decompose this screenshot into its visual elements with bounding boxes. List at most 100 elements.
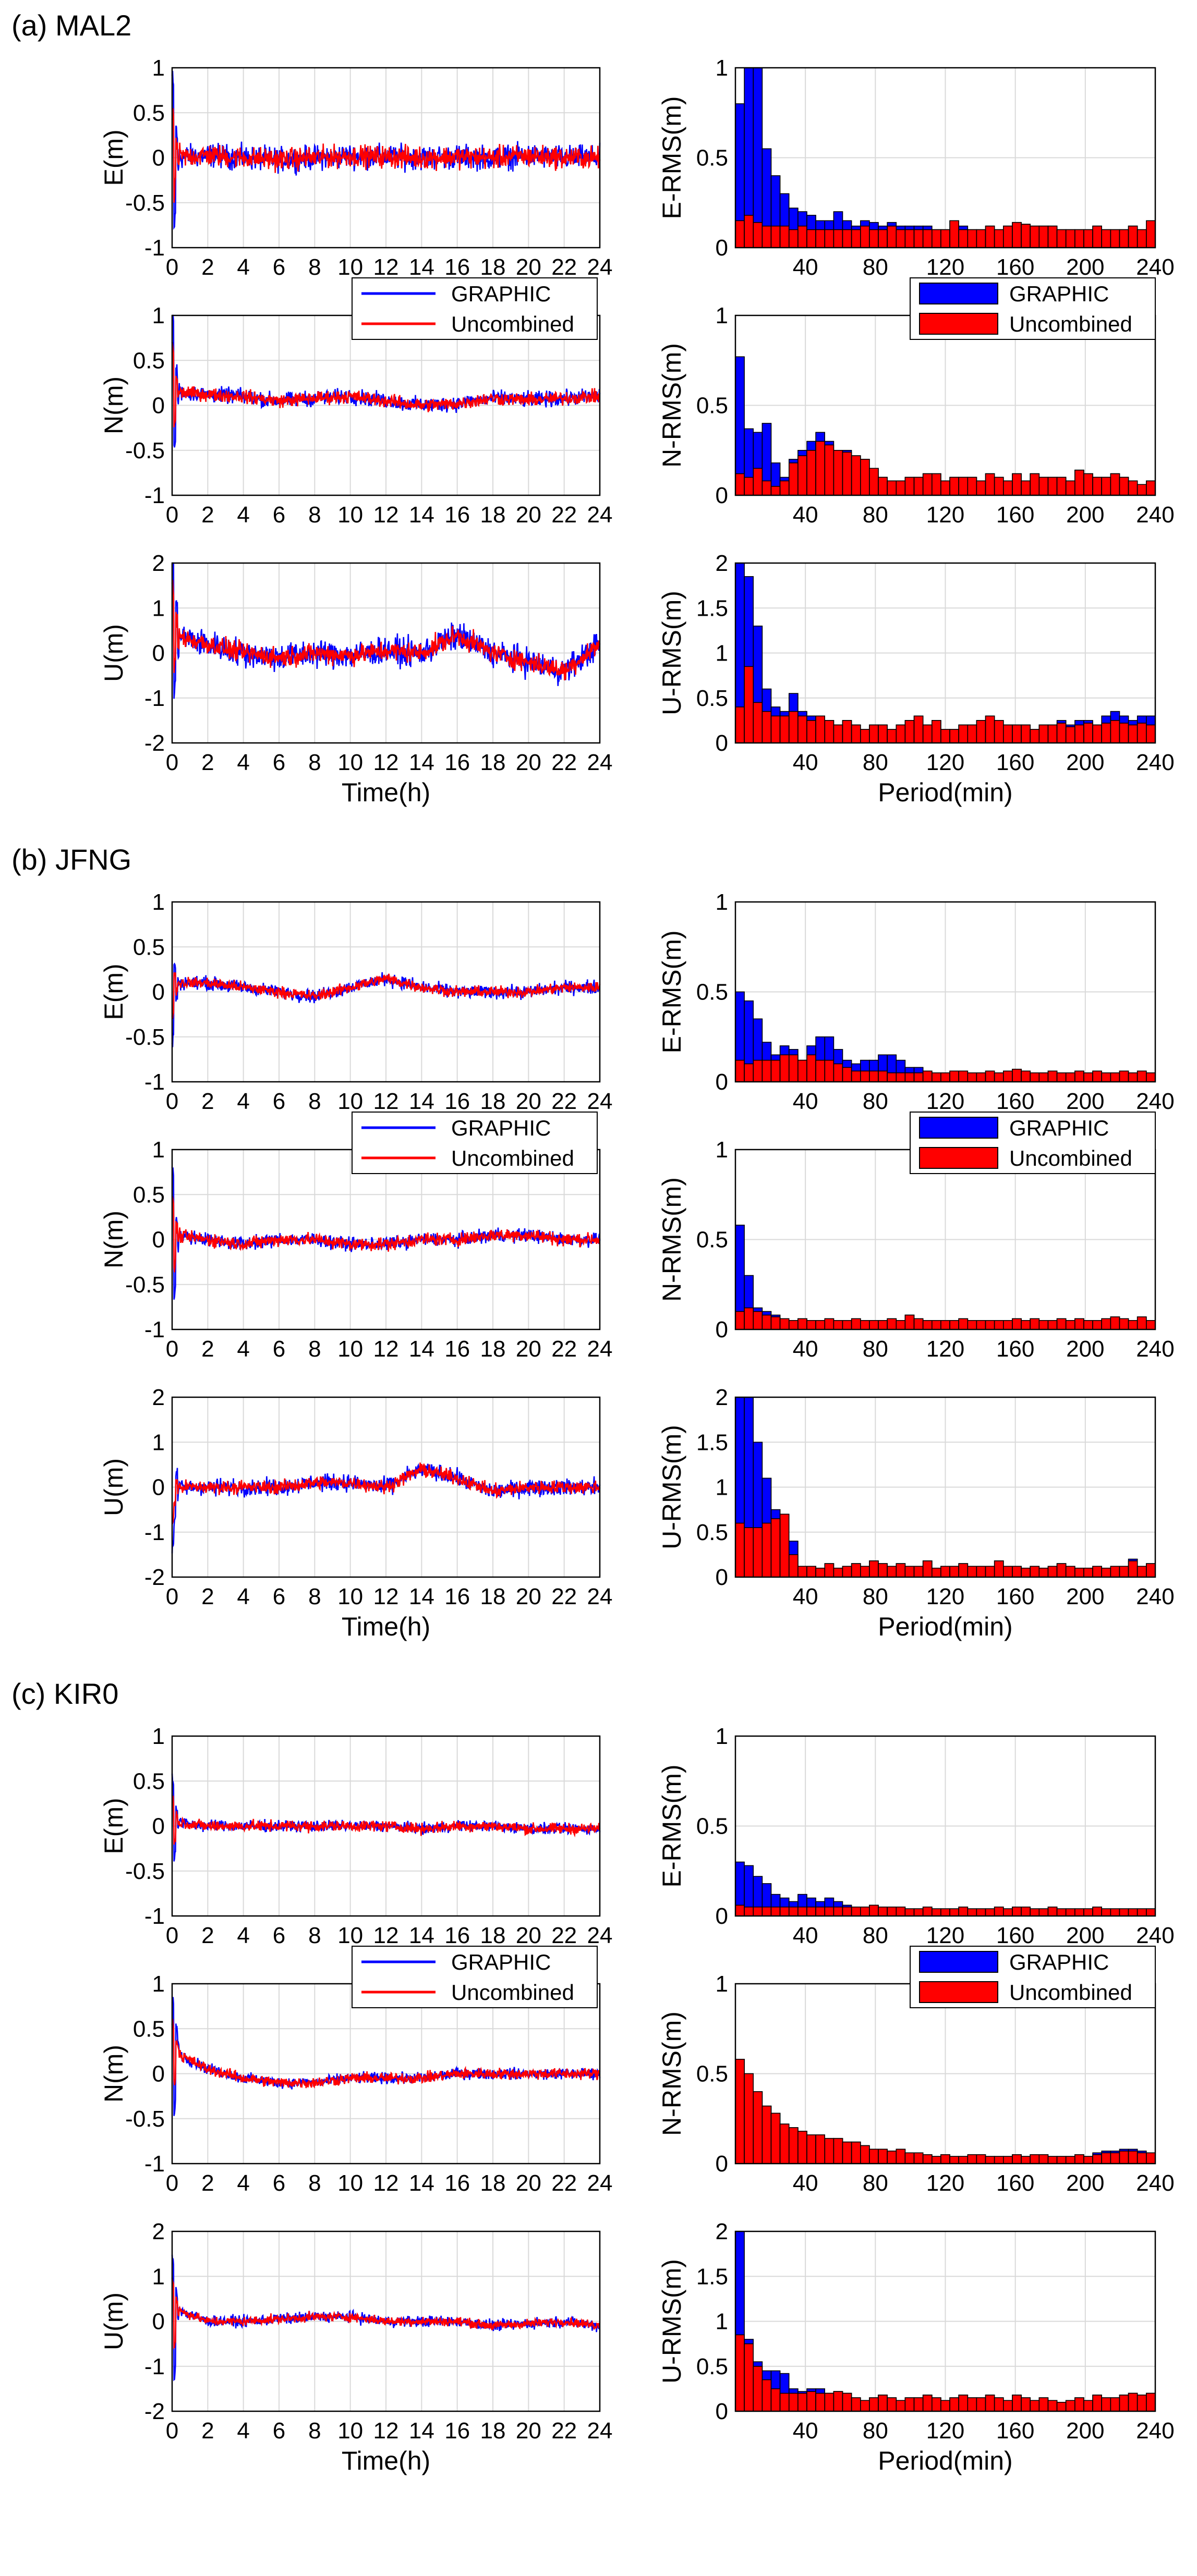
- bar-uncombined: [967, 229, 977, 248]
- y-axis-label: N(m): [99, 1211, 128, 1268]
- y-tick-label: 0: [716, 1317, 728, 1342]
- bar-uncombined: [1056, 1318, 1067, 1330]
- x-axis-label: Period(min): [878, 778, 1012, 807]
- bar-uncombined: [896, 229, 906, 248]
- bar-uncombined: [860, 2145, 870, 2164]
- bar-uncombined: [1136, 1070, 1147, 1082]
- bar-uncombined: [1030, 1908, 1040, 1916]
- x-tick-label: 120: [926, 2170, 964, 2196]
- axes-frame: [734, 1735, 1156, 1917]
- bar-uncombined: [932, 2156, 941, 2164]
- bar-uncombined: [1136, 723, 1147, 743]
- x-tick-label: 10: [337, 254, 363, 280]
- bar-uncombined: [1092, 477, 1103, 496]
- y-tick-label: 0.5: [696, 2061, 728, 2087]
- bar-uncombined: [1146, 1320, 1156, 1330]
- x-tick-label: 160: [996, 2170, 1034, 2196]
- legend-label-uncombined: Uncombined: [1009, 1146, 1132, 1170]
- bar-uncombined: [1065, 1908, 1075, 1916]
- bar-uncombined: [806, 2134, 816, 2164]
- legend-label-graphic: GRAPHIC: [1009, 1116, 1109, 1140]
- bar-uncombined: [896, 1907, 906, 1916]
- x-tick-label: 10: [337, 2418, 363, 2444]
- x-tick-label: 80: [863, 750, 888, 775]
- bar-uncombined: [789, 1907, 799, 1916]
- x-tick-label: 160: [996, 2418, 1034, 2444]
- timeseries-panel-nm: 10.50-0.5-10 2 4 6 8 10 12 14 16 18 20 22 24N(m)GRAP…: [99, 277, 612, 528]
- bar-uncombined: [976, 2397, 986, 2412]
- bar-uncombined: [1092, 2154, 1103, 2164]
- x-tick-label: 2: [201, 1336, 214, 1362]
- bar-graphic: [753, 67, 763, 248]
- bar-uncombined: [1056, 1072, 1067, 1082]
- bar-uncombined: [744, 666, 754, 743]
- axes-frame: [734, 67, 1156, 249]
- y-tick-label: 1: [152, 1137, 165, 1163]
- x-tick-label: 14: [409, 1336, 434, 1362]
- bar-uncombined: [994, 1072, 1004, 1082]
- x-tick-label: 160: [996, 1089, 1034, 1114]
- bar-uncombined: [1146, 1563, 1156, 1578]
- y-tick-label: -0.5: [125, 438, 165, 463]
- bar-uncombined: [1038, 1908, 1049, 1916]
- y-axis-label: N-RMS(m): [657, 343, 686, 468]
- bar-uncombined: [1012, 1566, 1022, 1578]
- bar-uncombined: [815, 1907, 825, 1916]
- bar-uncombined: [1047, 2156, 1058, 2164]
- bar-uncombined: [815, 1059, 825, 1082]
- bar-uncombined: [1128, 1072, 1138, 1082]
- x-tick-label: 2: [201, 750, 214, 775]
- bar-uncombined: [1110, 473, 1120, 496]
- bar-uncombined: [1038, 1320, 1049, 1330]
- bar-uncombined: [824, 1563, 835, 1578]
- bar-uncombined: [976, 2154, 986, 2164]
- bar-uncombined: [770, 225, 781, 248]
- y-tick-label: -0.5: [125, 1272, 165, 1298]
- bar-uncombined: [967, 1072, 977, 1082]
- bar-uncombined: [949, 1566, 959, 1578]
- bar-uncombined: [1136, 1566, 1147, 1578]
- bar-uncombined: [851, 1070, 861, 1082]
- bar-uncombined: [958, 1070, 969, 1082]
- y-tick-label: 1.5: [696, 1430, 728, 1455]
- x-tick-label: 6: [273, 502, 285, 528]
- bar-uncombined: [985, 715, 995, 743]
- bar-uncombined: [878, 2148, 888, 2164]
- bar-uncombined: [932, 2397, 941, 2412]
- bar-uncombined: [994, 1907, 1004, 1916]
- bar-uncombined: [1074, 1568, 1084, 1578]
- x-tick-label: 40: [793, 2418, 818, 2444]
- bar-uncombined: [1003, 2156, 1013, 2164]
- y-tick-label: 0.5: [696, 686, 728, 711]
- axes-frame: [171, 901, 601, 1083]
- bar-uncombined: [1038, 2154, 1049, 2164]
- x-tick-label: 24: [587, 1584, 613, 1609]
- bar-uncombined: [735, 1904, 745, 1916]
- bar-uncombined: [789, 2127, 799, 2164]
- rms-panel-u-rmsm: 2 1.5 1 0.5 0 40 80 120 160 200 240 U-RMS(m) Period(…: [657, 1385, 1175, 1641]
- x-tick-label: 14: [409, 254, 434, 280]
- x-tick-label: 20: [516, 2418, 541, 2444]
- x-tick-label: 4: [237, 750, 249, 775]
- bar-uncombined: [761, 2105, 772, 2164]
- bar-uncombined: [1074, 2397, 1084, 2412]
- x-tick-label: 120: [926, 1584, 964, 1609]
- bar-uncombined: [878, 1320, 888, 1330]
- x-tick-label: 0: [166, 2418, 178, 2444]
- bar-uncombined: [1119, 1318, 1129, 1330]
- bar-uncombined: [1021, 2156, 1031, 2164]
- x-tick-label: 20: [516, 254, 541, 280]
- bar-uncombined: [949, 2156, 959, 2164]
- x-tick-label: 10: [337, 750, 363, 775]
- y-tick-label: -1: [144, 2151, 165, 2177]
- y-tick-label: 0.5: [696, 393, 728, 419]
- x-axis-label: Period(min): [878, 2446, 1012, 2475]
- axes-frame: [171, 67, 601, 249]
- timeseries-panel-em: 10.50-0.5-10 2 4 6 8 10 12 14 16 18 20 22 24E(m): [99, 889, 612, 1114]
- bar-uncombined: [958, 1318, 969, 1330]
- x-tick-label: 4: [237, 1336, 249, 1362]
- bar-uncombined: [744, 1907, 754, 1916]
- bar-uncombined: [904, 229, 915, 248]
- bar-uncombined: [1047, 2400, 1058, 2412]
